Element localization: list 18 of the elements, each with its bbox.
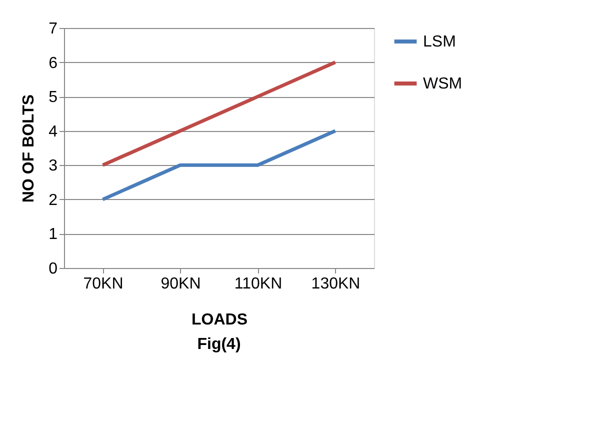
legend-label: WSM (423, 76, 462, 92)
y-tick-label: 1 (48, 226, 58, 244)
y-tick-label: 7 (48, 20, 58, 38)
y-tick-label: 0 (48, 260, 58, 278)
x-tick-label: 90KN (160, 276, 201, 292)
x-tick-label: 130KN (311, 276, 360, 292)
legend-label: LSM (423, 34, 456, 50)
line-series (101, 60, 337, 167)
y-tick-label: 3 (48, 158, 58, 175)
x-axis-title: LOADS (192, 312, 248, 328)
x-tick-label: 70KN (83, 276, 124, 292)
text: Fig(4) (197, 336, 241, 353)
y-tick-label: 5 (48, 89, 58, 106)
y-tick-label: 4 (48, 123, 58, 140)
y-tick-label: 6 (48, 54, 58, 72)
y-tick-label: 2 (48, 192, 58, 209)
x-tick-label: 110KN (234, 276, 282, 292)
y-axis-title: NO OF BOLTS (20, 94, 38, 203)
